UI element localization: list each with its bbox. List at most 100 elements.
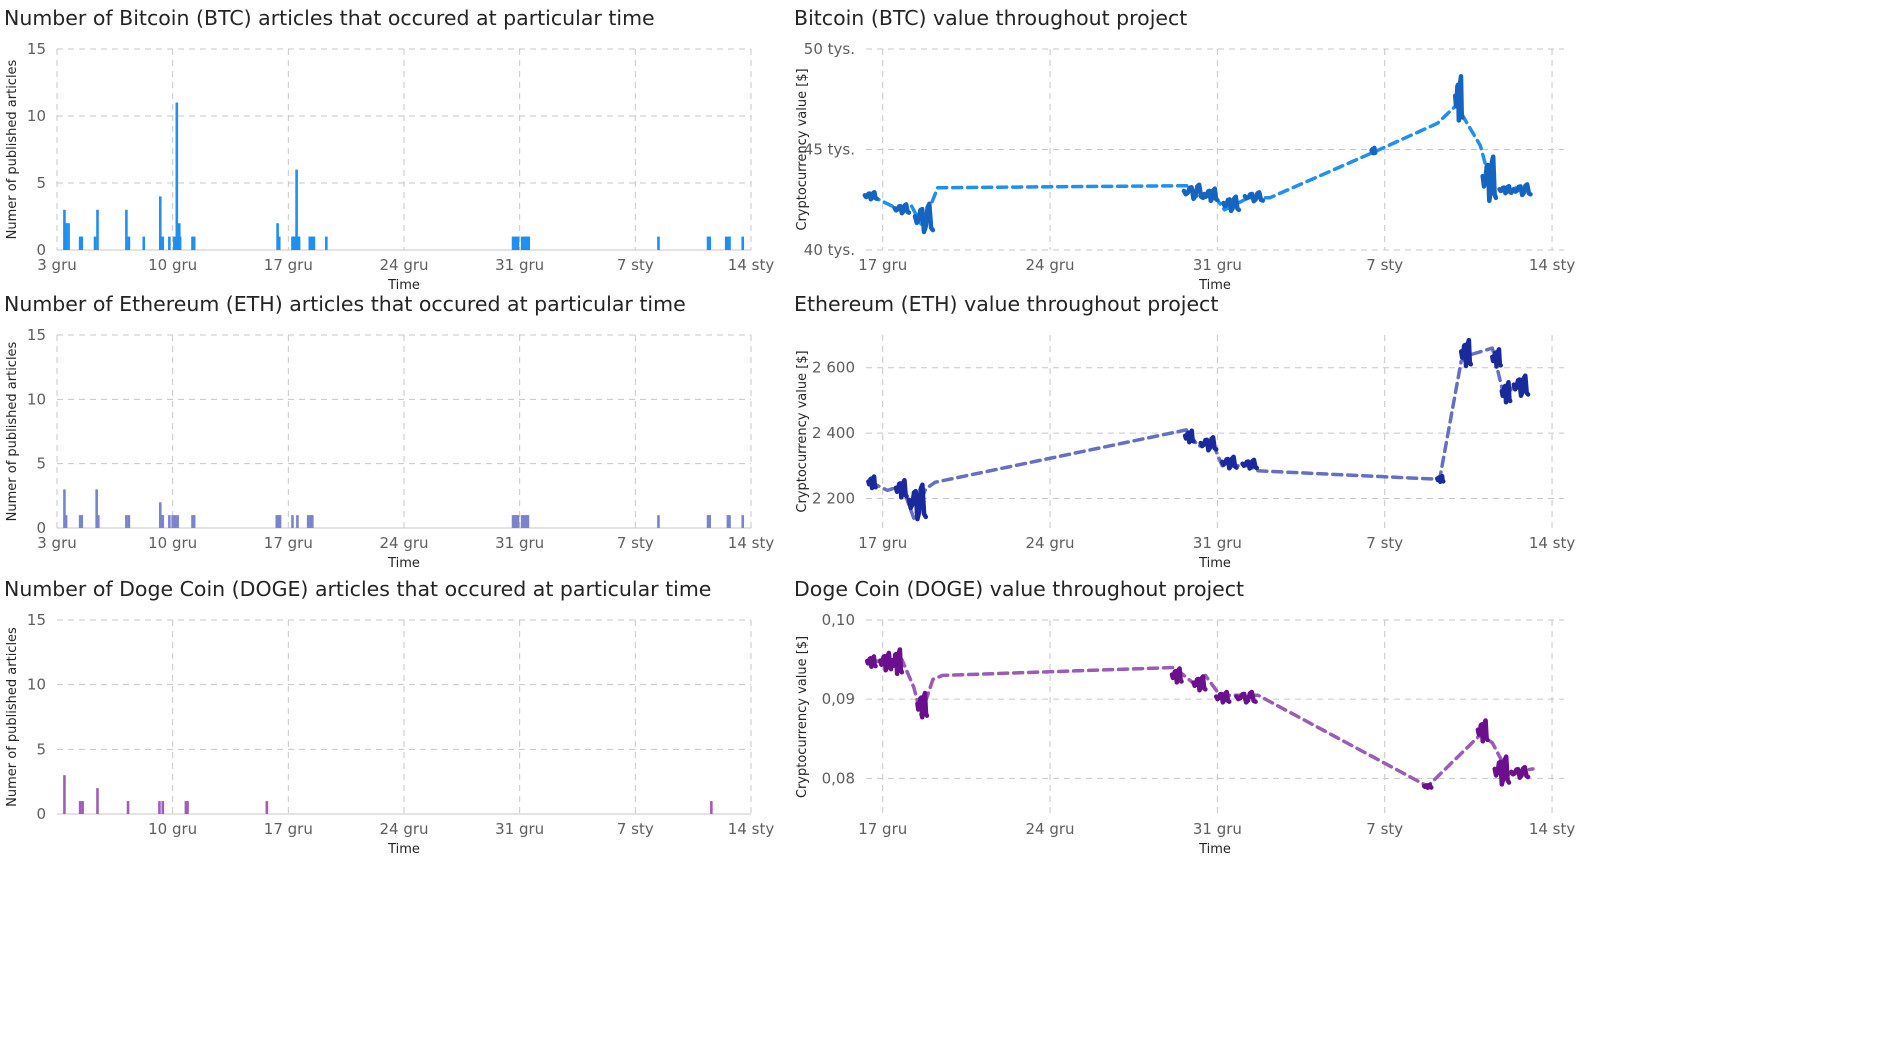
y-tick-label: 0,09	[822, 690, 855, 708]
x-tick-label: 14 sty	[1529, 534, 1576, 552]
x-axis-title: Time	[387, 278, 420, 293]
price-cluster	[1480, 154, 1499, 204]
y-axis-title: Numer of published articles	[5, 59, 20, 239]
article-count-bar	[310, 236, 314, 250]
x-axis-title: Time	[1198, 556, 1231, 571]
article-count-bar	[78, 801, 82, 814]
article-count-bar	[522, 515, 526, 528]
article-count-bar	[168, 515, 171, 528]
y-tick-label: 50 tys.	[804, 40, 855, 58]
price-cluster	[1452, 74, 1465, 123]
article-count-bar	[278, 515, 282, 528]
article-count-bar	[516, 236, 520, 250]
x-tick-label: 7 sty	[1366, 820, 1403, 838]
article-count-bar	[186, 801, 189, 814]
price-cluster	[1369, 145, 1378, 156]
article-count-bar	[513, 515, 517, 528]
doge-value-panel: Doge Coin (DOGE) value throughout projec…	[794, 577, 1575, 860]
article-count-bar	[524, 515, 528, 528]
article-count-bar	[309, 515, 312, 528]
article-count-bar	[142, 236, 146, 250]
btc-articles-panel: Number of Bitcoin (BTC) articles that oc…	[4, 6, 774, 293]
price-cluster	[1421, 782, 1434, 790]
article-count-bar	[127, 515, 131, 528]
article-count-bar	[726, 515, 730, 528]
x-tick-label: 31 gru	[495, 256, 544, 274]
chart-title: Ethereum (ETH) value throughout project	[794, 292, 1219, 316]
article-count-bar	[309, 236, 312, 250]
y-tick-label: 2 200	[812, 490, 855, 508]
article-count-bar	[158, 196, 162, 250]
article-count-bar	[173, 515, 177, 528]
price-cluster	[1213, 689, 1232, 705]
y-axis-title: Cryptocurrency value [$]	[795, 350, 810, 512]
article-count-bar	[191, 515, 194, 528]
x-tick-label: 7 sty	[1366, 534, 1403, 552]
price-cluster	[915, 690, 930, 720]
price-cluster	[1181, 182, 1206, 202]
article-count-bar	[708, 236, 711, 250]
y-tick-label: 15	[27, 326, 46, 344]
x-axis-title: Time	[1198, 278, 1231, 293]
price-cluster	[912, 201, 936, 235]
price-cluster	[906, 482, 929, 522]
article-count-bar	[184, 801, 188, 814]
article-count-bar	[526, 515, 530, 528]
x-tick-label: 24 gru	[379, 256, 428, 274]
price-cluster	[1169, 666, 1184, 685]
y-tick-label: 0	[36, 805, 46, 823]
y-axis-title: Cryptocurrency value [$]	[795, 68, 810, 230]
chart-title: Number of Ethereum (ETH) articles that o…	[4, 292, 686, 316]
x-tick-label: 17 gru	[264, 256, 313, 274]
x-tick-label: 10 gru	[148, 534, 197, 552]
article-count-bar	[64, 223, 68, 250]
btc-value-chart: 40 tys. 45 tys. 50 tys. 17 gru 24 gru 31 gru 7…	[795, 40, 1575, 293]
price-cluster	[1240, 457, 1260, 471]
article-count-bar	[291, 515, 294, 528]
x-tick-label: 24 gru	[379, 534, 428, 552]
article-count-bar	[515, 236, 518, 250]
price-cluster	[878, 650, 894, 673]
y-tick-label: 45 tys.	[804, 141, 855, 159]
article-count-bar	[168, 236, 171, 250]
eth-value-panel: Ethereum (ETH) value throughout project …	[794, 292, 1575, 575]
y-axis-title: Numer of published articles	[5, 341, 20, 521]
article-count-bar	[80, 236, 84, 250]
price-cluster	[1458, 337, 1474, 369]
x-tick-label: 14 sty	[728, 534, 775, 552]
eth-articles-panel: Number of Ethereum (ETH) articles that o…	[4, 292, 774, 575]
btc-value-panel: Bitcoin (BTC) value throughout project 4…	[794, 6, 1575, 293]
x-tick-label: 31 gru	[1193, 820, 1242, 838]
article-count-bar	[511, 515, 515, 528]
article-count-bar	[176, 515, 179, 528]
x-tick-label: 7 sty	[617, 256, 654, 274]
y-tick-label: 10	[27, 390, 46, 408]
article-count-bar	[527, 236, 531, 250]
x-tick-label: 7 sty	[617, 534, 654, 552]
chart-title: Bitcoin (BTC) value throughout project	[794, 6, 1188, 30]
article-count-bar	[171, 515, 174, 528]
price-cluster	[892, 202, 912, 216]
article-count-bar	[95, 489, 98, 528]
article-count-bar	[265, 801, 269, 814]
x-tick-label: 14 sty	[728, 820, 775, 838]
price-cluster	[1182, 428, 1196, 445]
x-tick-label: 31 gru	[495, 820, 544, 838]
x-tick-label: 17 gru	[264, 534, 313, 552]
y-tick-label: 0	[36, 519, 46, 537]
price-cluster	[1219, 454, 1239, 471]
x-tick-label: 10 gru	[148, 256, 197, 274]
y-tick-label: 15	[27, 40, 46, 58]
x-axis-title: Time	[387, 842, 420, 857]
article-count-bar	[96, 209, 99, 250]
y-tick-label: 2 600	[812, 359, 855, 377]
price-cluster	[1499, 379, 1513, 405]
article-count-bar	[522, 236, 526, 250]
article-count-bar	[296, 515, 299, 528]
x-tick-label: 10 gru	[148, 820, 197, 838]
price-cluster	[890, 647, 905, 677]
article-count-bar	[192, 515, 196, 528]
article-count-bar	[64, 515, 68, 528]
y-tick-label: 40 tys.	[804, 241, 855, 259]
price-cluster	[1242, 190, 1266, 204]
